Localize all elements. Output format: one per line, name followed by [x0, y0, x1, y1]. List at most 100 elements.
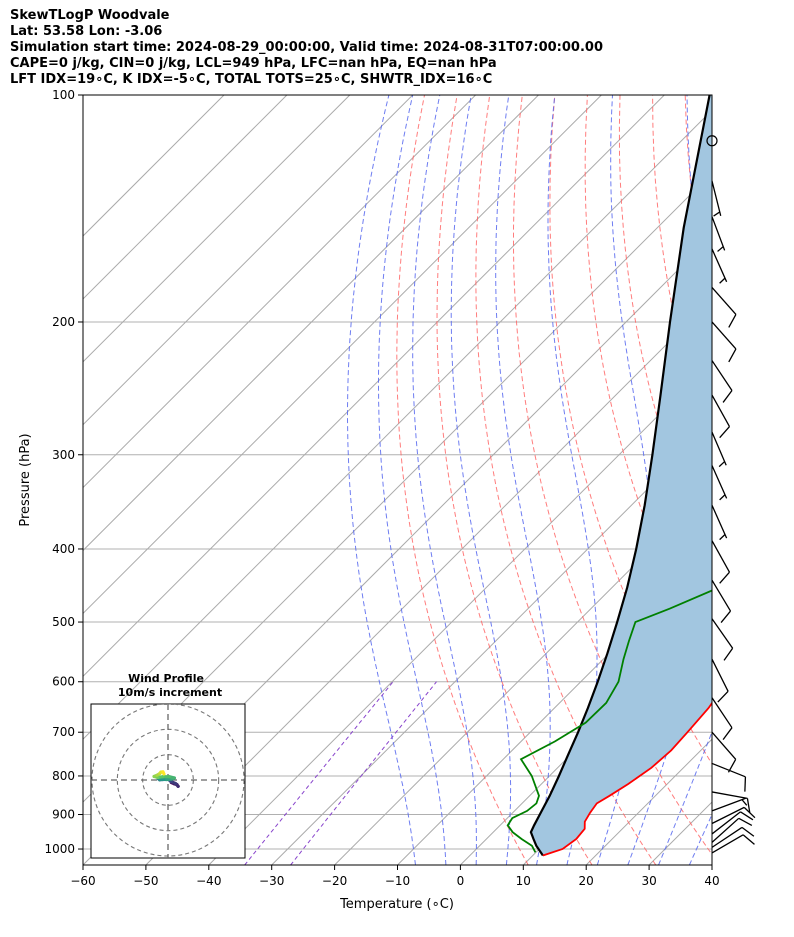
moist-adiabat-line: [547, 95, 598, 865]
barb-shaft: [711, 431, 727, 466]
isotherm-line: [334, 486, 712, 865]
wind-barb: [711, 618, 734, 661]
barb-shaft: [711, 504, 728, 539]
calm-wind-circle: [706, 135, 718, 147]
barb-flag: [741, 826, 755, 837]
wind-barb: [711, 791, 751, 814]
y-tick-label: 400: [52, 542, 75, 556]
barb-shaft: [711, 817, 740, 843]
barb-flag: [723, 647, 734, 661]
barb-shaft: [711, 826, 743, 848]
location-line: Lat: 53.58 Lon: -3.06: [10, 24, 163, 39]
isotherms: [83, 95, 712, 865]
wind-barb: [711, 811, 754, 835]
isotherm-line: [145, 298, 712, 865]
dry-adiabat-line: [436, 95, 593, 865]
barb-flag: [728, 348, 737, 363]
barb-shaft: [711, 731, 737, 760]
barb-half-flag: [719, 277, 726, 284]
isotherm-line: [397, 549, 712, 865]
wind-barb: [711, 762, 747, 792]
barb-half-flag: [719, 534, 726, 541]
moist-adiabat-line: [658, 730, 712, 865]
dry-adiabat-line: [750, 95, 794, 865]
x-axis-ticks: −60 −50 −40 −30 −20 −10 0 10 20 30 40: [70, 865, 720, 888]
mixing-ratio-lines: [244, 681, 437, 865]
barb-flag: [740, 811, 754, 821]
parcel-fill: [530, 95, 712, 856]
barb-shaft: [711, 321, 737, 350]
x-tick-label: 20: [579, 874, 594, 888]
barb-shaft: [711, 658, 729, 692]
barb-half-flag: [719, 494, 726, 501]
wind-profile-inset: Wind Profile 10m/s increment: [90, 672, 246, 859]
wind-barb: [711, 465, 728, 501]
wind-barbs: [706, 135, 756, 854]
wind-barb: [711, 321, 737, 363]
barb-shaft: [711, 394, 731, 427]
y-tick-label: 900: [52, 808, 75, 822]
wind-barb: [711, 180, 722, 217]
y-tick-label: 300: [52, 448, 75, 462]
barb-flag: [719, 426, 730, 439]
x-tick-label: 30: [641, 874, 656, 888]
barb-shaft: [711, 248, 728, 283]
barb-shaft: [711, 834, 744, 854]
barb-shaft: [711, 806, 745, 825]
wind-barb: [711, 697, 733, 740]
wind-barb: [706, 135, 718, 147]
barb-flag: [717, 690, 729, 703]
isotherm-line: [208, 361, 712, 865]
barb-shaft: [711, 797, 746, 812]
x-tick-label: 10: [516, 874, 531, 888]
barb-flag: [728, 314, 737, 328]
y-tick-label: 1000: [44, 842, 75, 856]
x-tick-label: −40: [196, 874, 221, 888]
wind-barb: [711, 248, 728, 284]
inset-subtitle: 10m/s increment: [118, 686, 222, 699]
moist-adiabat-line: [347, 95, 416, 865]
isotherm-line: [83, 95, 288, 300]
barb-flag: [719, 571, 730, 584]
barb-shaft: [711, 360, 733, 391]
y-tick-label: 700: [52, 725, 75, 739]
wind-barb: [711, 431, 727, 468]
barb-flag: [722, 390, 733, 403]
moist-adiabat-line: [378, 95, 447, 865]
dry-adiabat-line: [396, 95, 529, 865]
barb-half-flag: [713, 211, 721, 217]
time-line: Simulation start time: 2024-08-29_00:00:…: [10, 40, 603, 55]
barb-flag: [742, 834, 755, 845]
x-tick-label: 40: [704, 874, 719, 888]
barb-half-flag: [718, 461, 726, 468]
barb-shaft: [711, 465, 728, 499]
temperature-line: [542, 701, 712, 857]
wind-barb: [711, 287, 737, 328]
wind-barb: [711, 834, 755, 854]
wind-barb: [711, 826, 755, 848]
moist-adiabat-line: [627, 95, 712, 865]
barb-shaft: [711, 579, 732, 612]
x-tick-label: −50: [133, 874, 158, 888]
barb-shaft: [711, 811, 741, 835]
isotherm-line: [83, 109, 712, 740]
chart-title: SkewTLogP Woodvale: [10, 8, 170, 23]
barb-flag: [744, 776, 747, 792]
moist-adiabat-line: [450, 95, 512, 865]
wind-barb: [711, 394, 731, 439]
isotherm-line: [83, 95, 414, 426]
x-tick-label: −30: [259, 874, 284, 888]
dry-adiabat-line: [584, 95, 712, 670]
wind-barb: [711, 360, 733, 403]
barb-shaft: [711, 180, 722, 216]
wind-barb: [711, 731, 737, 773]
x-tick-label: −20: [322, 874, 347, 888]
index-line: LFT IDX=19∘C, K IDX=-5∘C, TOTAL TOTS=25∘…: [10, 72, 493, 87]
moist-adiabat-line: [495, 95, 551, 865]
wind-barb: [711, 216, 726, 252]
barb-shaft: [711, 216, 726, 251]
dewpoint-line: [506, 589, 712, 853]
dry-adiabat-line: [718, 95, 794, 865]
wind-barb: [711, 540, 731, 584]
y-tick-label: 600: [52, 675, 75, 689]
